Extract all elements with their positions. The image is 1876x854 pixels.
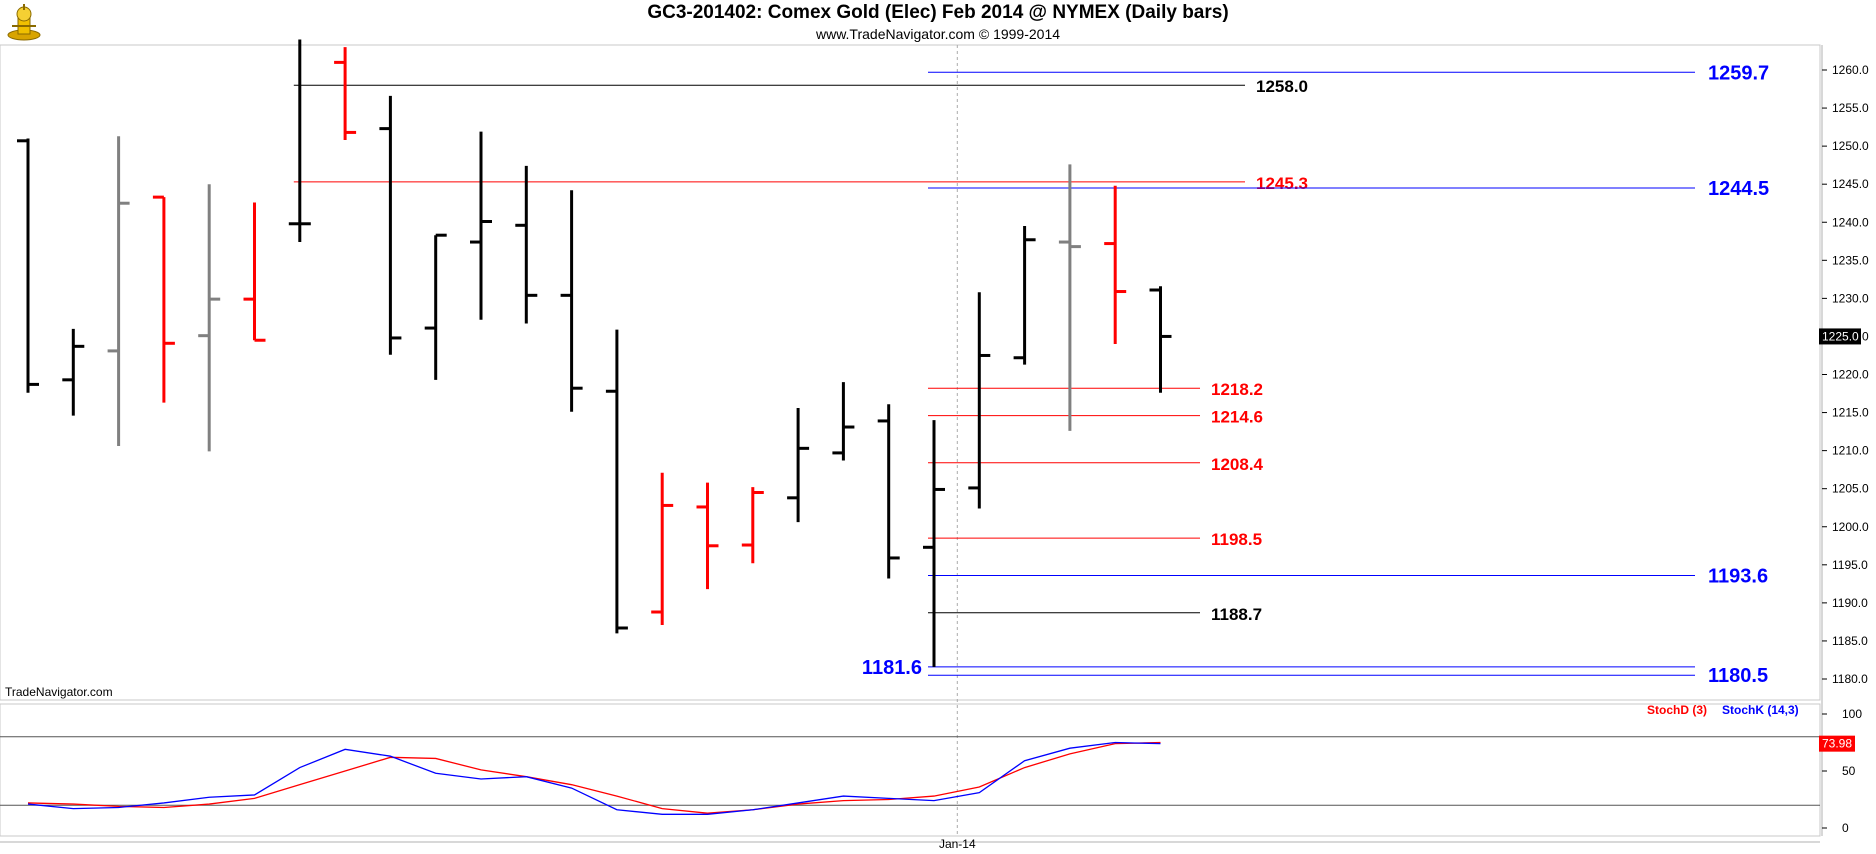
level-label: 1245.3 [1256,174,1308,193]
price-panel[interactable] [0,44,1821,701]
ohlc-bar[interactable] [198,184,221,452]
y-tick-label: 1235.0 [1832,253,1869,267]
watermark-label: TradeNavigator.com [5,685,113,699]
stoch-series-line[interactable] [27,741,1161,815]
ohlc-bar[interactable] [968,292,991,509]
y-axis-panel [1822,45,1876,836]
level-label: 1208.4 [1211,455,1264,474]
trade-navigator-logo-icon[interactable] [4,2,44,42]
ohlc-bar[interactable] [470,131,492,320]
chart-subtitle: www.TradeNavigator.com © 1999-2014 [815,26,1061,42]
stoch-y-tick-label: 100 [1842,707,1862,721]
y-tick-label: 1200.0 [1832,520,1869,534]
y-tick-label: 1255.0 [1832,101,1869,115]
ohlc-bar[interactable] [787,407,810,523]
ohlc-bar[interactable] [605,329,628,634]
y-tick-label: 1250.0 [1832,139,1869,153]
ohlc-bar[interactable] [741,487,764,564]
y-tick-label: 1205.0 [1832,482,1869,496]
level-label: 1214.6 [1211,408,1263,427]
ohlc-bar[interactable] [107,136,130,447]
y-tick-label: 1180.0 [1832,672,1868,686]
ohlc-bar[interactable] [1104,185,1127,345]
level-label: 1259.7 [1708,62,1769,84]
y-tick-label: 1215.0 [1832,406,1869,420]
level-label: 1180.5 [1708,665,1768,687]
y-tick-label: 1185.0 [1832,634,1868,648]
y-tick-label: 1260.0 [1832,63,1869,77]
ohlc-bar[interactable] [152,195,175,403]
ohlc-bar[interactable] [379,95,402,355]
chart-title: GC3-201402: Comex Gold (Elec) Feb 2014 @… [647,2,1229,23]
stochastic-panel[interactable] [0,703,1821,837]
last-price-label: 1225.0 [1822,329,1859,343]
stoch-y-tick-label: 50 [1842,764,1856,778]
level-label: 1198.5 [1211,530,1262,549]
last-price-box [1819,328,1861,345]
y-tick-label: 1220.0 [1832,368,1869,382]
level-label: 1258.0 [1256,77,1308,96]
y-tick-label: 1230.0 [1832,291,1869,305]
legend-stochd: StochD (3) [1647,703,1707,717]
y-tick-label: 1245.0 [1832,177,1869,191]
level-label: 1181.6 [862,657,922,679]
last-stoch-box [1819,735,1855,752]
ohlc-bar[interactable] [288,39,311,243]
level-label: 1193.6 [1708,565,1768,587]
ohlc-bar[interactable] [334,47,357,141]
stoch-y-tick-label: 0 [1842,821,1849,835]
ohlc-bar[interactable] [832,382,855,461]
ohlc-bar[interactable] [1013,226,1036,365]
x-tick-label: Jan-14 [939,837,976,851]
ohlc-bar[interactable] [923,420,945,667]
last-stoch-label: 73.98 [1822,737,1852,751]
ohlc-bar[interactable] [560,190,583,412]
legend-stochk: StochK (14,3) [1722,703,1799,717]
ohlc-bar[interactable] [515,165,538,324]
ohlc-bar[interactable] [696,482,719,590]
ohlc-bar[interactable] [62,328,85,416]
y-tick-label: 1210.0 [1832,444,1869,458]
level-label: 1188.7 [1211,605,1262,624]
y-tick-label: 1195.0 [1832,558,1868,572]
level-label: 1244.5 [1708,178,1769,200]
level-label: 1218.2 [1211,380,1263,399]
ohlc-bar[interactable] [243,202,266,342]
y-tick-label: 1240.0 [1832,215,1869,229]
stoch-series-line[interactable] [27,741,1161,814]
ohlc-bar[interactable] [424,233,447,380]
ohlc-bar[interactable] [17,138,39,393]
ohlc-bar[interactable] [877,404,900,579]
ohlc-bar[interactable] [1149,286,1172,393]
chart-header: GC3-201402: Comex Gold (Elec) Feb 2014 @… [0,0,1876,44]
ohlc-bar[interactable] [1058,164,1081,431]
ohlc-bar[interactable] [651,472,674,625]
y-tick-label: 1190.0 [1832,596,1868,610]
